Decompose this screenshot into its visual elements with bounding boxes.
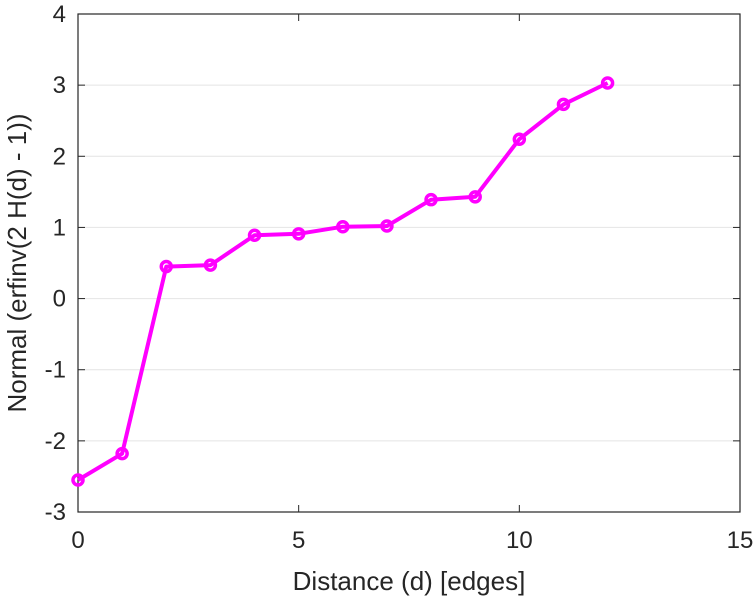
series-line xyxy=(76,81,609,482)
y-tick-label: 2 xyxy=(53,143,66,170)
data-point xyxy=(203,258,218,272)
grid xyxy=(78,84,740,442)
data-point xyxy=(247,228,262,243)
plot-area-frame xyxy=(77,13,741,513)
data-point xyxy=(468,190,482,204)
x-tick-label: 0 xyxy=(71,527,84,554)
data-point xyxy=(512,132,527,146)
x-tick-label: 10 xyxy=(506,527,533,554)
data-point xyxy=(556,97,571,112)
y-tick-label: -2 xyxy=(45,428,66,455)
data-point xyxy=(71,473,85,487)
axis-ticks: -3 -2 -1 0 1 2 3 4 0 5 10 15 xyxy=(45,1,753,554)
data-point xyxy=(424,192,438,207)
y-tick-label: 1 xyxy=(53,214,66,241)
y-axis-label: Normal (erfinv(2 H(d) - 1)) xyxy=(2,113,32,412)
x-tick-label: 15 xyxy=(727,527,753,554)
data-point xyxy=(115,446,129,461)
y-tick-label: 3 xyxy=(53,72,66,99)
y-tick-label: 4 xyxy=(53,1,66,28)
data-point xyxy=(600,76,615,90)
y-tick-label: 0 xyxy=(53,286,66,313)
y-tick-label: -1 xyxy=(45,357,66,384)
x-tick-label: 5 xyxy=(292,527,305,554)
data-point xyxy=(159,259,174,274)
data-point xyxy=(380,219,394,233)
x-axis-label: Distance (d) [edges] xyxy=(293,566,526,596)
data-point xyxy=(336,219,350,234)
data-point xyxy=(291,227,306,241)
series-layer xyxy=(71,76,615,487)
y-tick-label: -3 xyxy=(45,499,66,526)
